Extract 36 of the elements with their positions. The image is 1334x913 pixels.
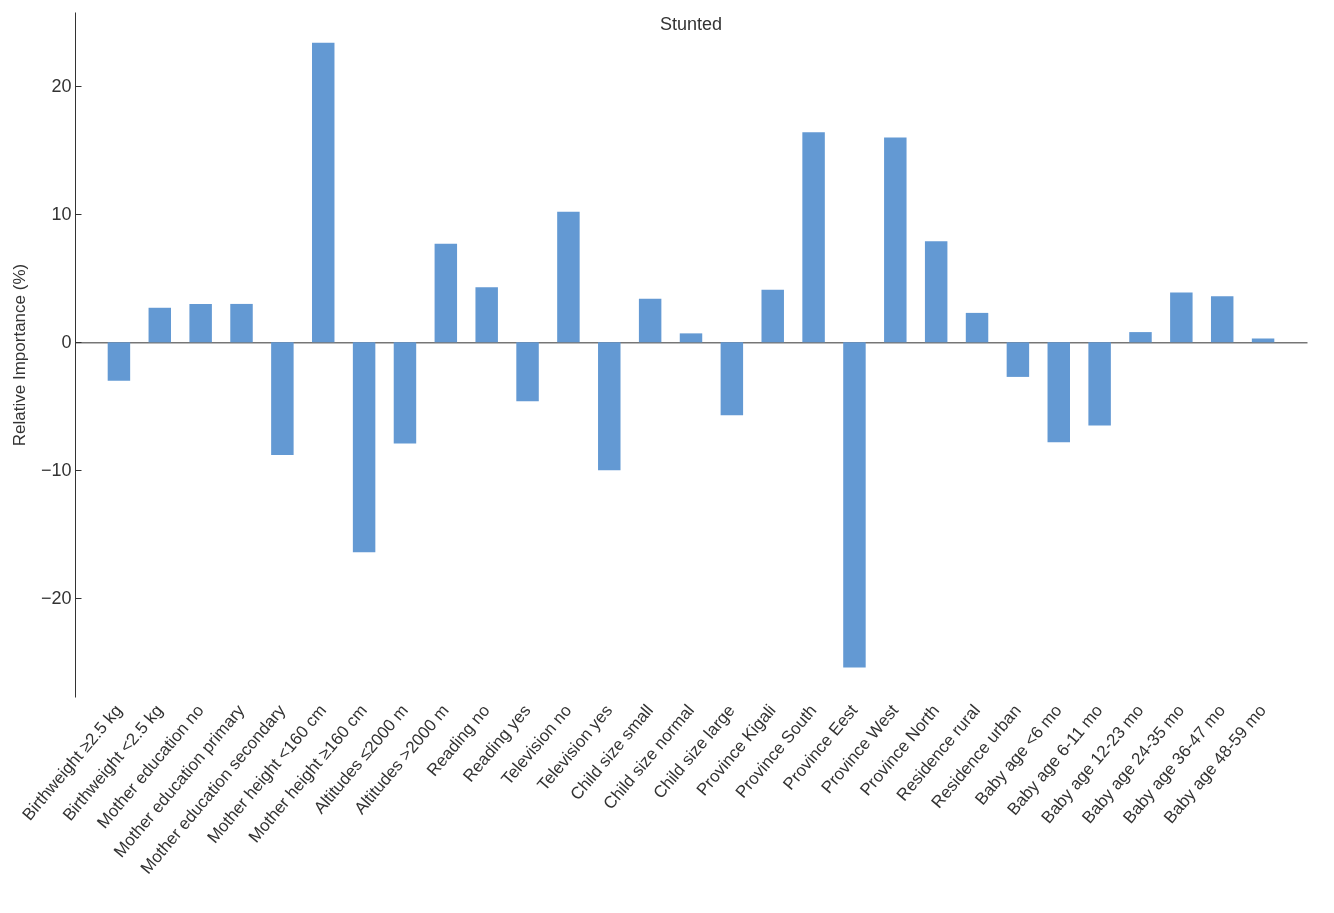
bar [598,342,621,471]
bar [1088,342,1111,426]
bar [1251,338,1275,343]
bar [107,342,131,381]
bar [230,303,253,343]
bar [720,342,744,416]
bar [761,289,784,343]
bar [1129,332,1152,343]
bar [475,287,498,343]
y-axis-title: Relative Importance (%) [9,263,29,447]
bar [1210,296,1234,343]
y-tick-label: 0 [61,331,72,352]
bar [434,243,458,343]
bar [189,303,212,343]
bar [312,42,335,343]
bar [843,342,866,668]
bar [1006,342,1030,377]
bar [1047,342,1070,443]
y-tick-label: 20 [51,75,72,96]
chart-title: Stunted [659,14,723,34]
bar [638,298,662,343]
bar [148,307,172,343]
bar [557,211,580,343]
bar [884,137,907,343]
bar [965,312,989,343]
bar [352,342,376,553]
y-tick-label: 10 [51,203,72,224]
bar [516,342,539,402]
bar [393,342,417,444]
bar [679,333,703,343]
y-tick-label: −10 [40,459,72,480]
bar [802,132,825,343]
y-tick-label: −20 [40,587,72,608]
bar [271,342,294,456]
bar [1170,292,1193,343]
bar [924,241,948,343]
